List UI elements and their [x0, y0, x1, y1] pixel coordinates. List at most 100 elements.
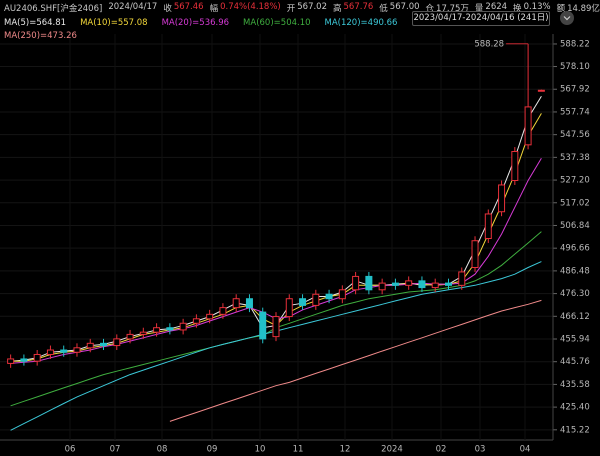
candle-body	[232, 298, 240, 309]
quote-label: 换	[513, 4, 522, 14]
y-tick-label: 496.66	[560, 244, 590, 254]
candle-body	[86, 342, 94, 349]
candle-body	[338, 289, 346, 300]
x-tick-label: 11	[293, 445, 304, 455]
legend-name: MA(10)	[80, 18, 111, 28]
candle-body	[139, 331, 147, 335]
candle-body	[484, 213, 492, 240]
y-tick-label: 567.92	[560, 85, 590, 95]
quote-label: 低	[379, 4, 388, 14]
legend-name: MA(60)	[243, 18, 274, 28]
y-tick-label: 486.48	[560, 266, 590, 276]
y-tick-label: 415.22	[560, 425, 590, 435]
candle-body	[524, 106, 532, 146]
candle-body	[444, 282, 452, 286]
legend-name: MA(5)	[4, 18, 30, 28]
candle-body	[113, 338, 121, 347]
x-tick-label: 06	[65, 445, 76, 455]
y-tick-label: 547.56	[560, 130, 590, 140]
separator: =	[360, 18, 368, 28]
legend-name: MA(250)	[4, 31, 41, 41]
y-tick-label: 425.40	[560, 403, 590, 413]
candle-body	[498, 184, 506, 213]
symbol: AU2406.SHF[沪金2406]	[4, 4, 103, 14]
y-tick-label: 527.20	[560, 176, 590, 186]
date: 2024/04/17	[108, 2, 158, 12]
candle-body	[272, 316, 280, 338]
quote-value: 567.76	[343, 2, 374, 12]
quote-value: 2624	[485, 2, 508, 12]
ma-line	[169, 299, 542, 422]
quote-bar: AU2406.SHF[沪金2406] 2024/04/17 收 567.46 幅 0.…	[4, 2, 600, 14]
y-tick-label: 476.30	[560, 289, 590, 299]
quote-item: 幅 0.74%(4.18%)	[210, 2, 281, 14]
candle-body	[46, 349, 54, 355]
separator: =	[192, 18, 200, 28]
y-tick-label: 445.76	[560, 357, 590, 367]
legend-value: 473.26	[47, 31, 77, 41]
y-tick-label: 435.58	[560, 380, 590, 390]
candle-body	[7, 358, 15, 364]
legend-value: 490.66	[367, 18, 398, 28]
legend-name: MA(120)	[324, 18, 361, 28]
candle-body	[405, 280, 413, 286]
quote-value: 0.74%(4.18%)	[220, 2, 281, 12]
quote-value: 567.02	[297, 2, 327, 12]
quote-value: 17.75万	[436, 4, 469, 14]
candle-body	[378, 282, 386, 291]
x-tick-label: 2024	[381, 445, 403, 455]
y-tick-label: 466.12	[560, 312, 590, 322]
candle-body	[352, 275, 360, 291]
y-tick-label: 588.22	[560, 39, 590, 49]
legend-item: MA(5)=564.81	[4, 18, 66, 28]
candle-body	[431, 282, 439, 289]
quote-label: 量	[474, 4, 484, 14]
candle-body	[312, 293, 320, 306]
max-label: 588.28	[474, 39, 504, 49]
dropdown-button[interactable]	[560, 11, 574, 25]
ma-legend-2: MA(250)=473.26	[4, 31, 85, 41]
quote-value: 14.89亿	[567, 4, 600, 14]
quote-value: 0.13%	[523, 2, 551, 12]
quote-item: 开 567.02	[287, 2, 327, 14]
quote-label: 额	[556, 4, 566, 14]
quote-label: 收	[163, 4, 172, 14]
quote-item: 换 0.13%	[513, 2, 551, 14]
x-tick-label: 10	[255, 445, 266, 455]
legend-item: MA(250)=473.26	[4, 31, 77, 41]
quote-label: 仓	[425, 4, 435, 14]
y-tick-label: 537.38	[560, 153, 590, 163]
candle-body	[73, 347, 81, 353]
separator: =	[40, 31, 48, 41]
quote-item: 收 567.46	[163, 2, 203, 14]
candle-body	[259, 311, 267, 340]
candle-body	[458, 271, 466, 286]
legend-item: MA(60)=504.10	[243, 18, 310, 28]
candle-body	[299, 298, 307, 306]
quote-item: 高 567.76	[333, 2, 373, 14]
x-tick-label: 03	[475, 445, 486, 455]
y-tick-label: 557.74	[560, 107, 590, 117]
x-tick-label: 02	[436, 445, 447, 455]
separator: =	[273, 18, 281, 28]
quote-item: 量 2624	[475, 2, 507, 14]
candle-body	[325, 293, 333, 300]
range-selector[interactable]: 2023/04/17-2024/04/16 (241日)	[412, 11, 550, 26]
candle-body	[126, 333, 134, 340]
candle-body	[418, 280, 426, 289]
legend-item: MA(10)=557.08	[80, 18, 147, 28]
quote-item: 额 14.89亿	[557, 2, 600, 14]
candle-body	[365, 275, 373, 291]
quote-label: 开	[286, 4, 296, 14]
legend-name: MA(20)	[161, 18, 193, 28]
x-tick-label: 04	[520, 445, 531, 455]
legend-value: 504.10	[280, 18, 311, 28]
x-tick-label: 08	[157, 445, 168, 455]
quote-label: 高	[333, 4, 342, 14]
candle-body	[206, 313, 214, 320]
candle-body	[391, 282, 399, 286]
candle-body	[166, 327, 174, 331]
candle-body	[537, 89, 545, 92]
legend-item: MA(120)=490.66	[325, 18, 398, 28]
